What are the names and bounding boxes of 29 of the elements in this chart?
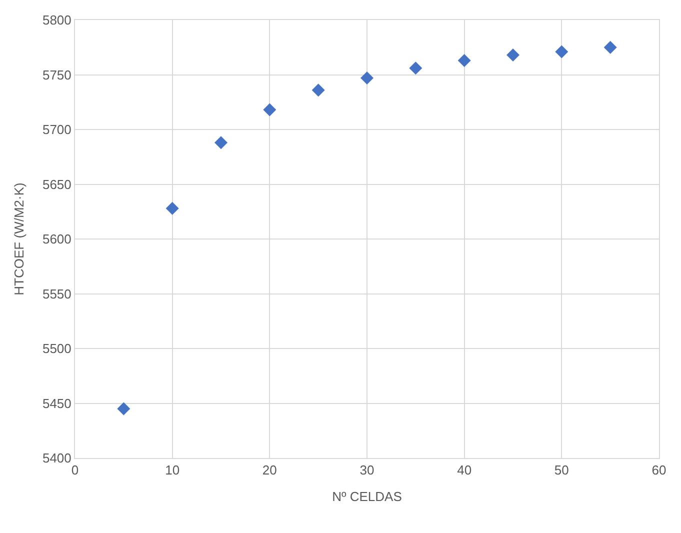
x-tick-label: 60 bbox=[652, 462, 666, 478]
x-tick-label: 10 bbox=[165, 462, 180, 478]
point bbox=[506, 48, 520, 62]
x-tick-label: 0 bbox=[71, 462, 79, 478]
point bbox=[555, 45, 568, 58]
x-tick-label: 40 bbox=[457, 462, 472, 478]
y-tick-label: 5650 bbox=[42, 176, 72, 192]
point bbox=[166, 202, 179, 215]
point bbox=[214, 136, 228, 150]
point bbox=[117, 402, 130, 416]
point bbox=[409, 62, 422, 75]
point bbox=[312, 84, 325, 97]
y-tick-label: 5800 bbox=[42, 12, 72, 28]
point bbox=[263, 103, 276, 116]
y-tick-label: 5600 bbox=[42, 232, 72, 247]
y-tick-label: 5450 bbox=[42, 396, 72, 411]
y-tick-label: 5550 bbox=[42, 286, 72, 302]
point bbox=[360, 72, 374, 85]
point bbox=[458, 54, 471, 68]
y-axis-title: HTCOEF (W/M2·K) bbox=[11, 182, 26, 296]
y-tick-label: 5700 bbox=[42, 122, 72, 138]
x-tick-label: 30 bbox=[360, 462, 374, 478]
y-tick-label: 5500 bbox=[42, 341, 72, 356]
x-tick-label: 20 bbox=[262, 462, 277, 478]
y-tick-label: 5400 bbox=[42, 450, 72, 466]
x-axis-title: Nº CELDAS bbox=[332, 489, 402, 504]
x-tick-label: 50 bbox=[554, 462, 569, 478]
y-tick-label: 5750 bbox=[42, 67, 72, 82]
point bbox=[604, 40, 617, 54]
